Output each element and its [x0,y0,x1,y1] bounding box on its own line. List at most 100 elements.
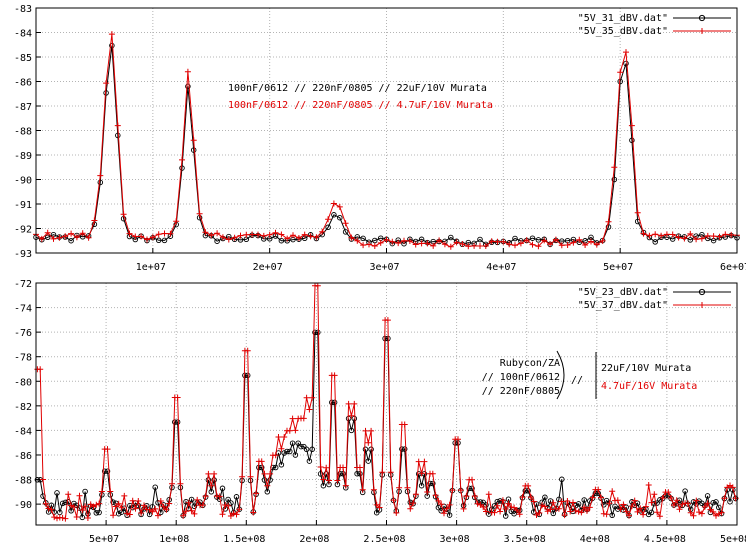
data-point [459,241,466,247]
y-tick-label: -78 [14,353,32,364]
y-tick-label: -87 [14,102,32,113]
data-point [512,235,518,242]
data-point [244,347,251,354]
data-point [541,237,548,244]
legend-label-series-1: "5V_31_dBV.dat" [578,13,668,24]
data-point [399,446,405,452]
data-point [410,500,417,507]
data-point [541,503,548,510]
data-point [527,494,534,501]
data-point [547,506,554,513]
data-point [216,493,223,500]
data-point [505,500,512,507]
data-point [404,484,411,491]
data-point [284,448,290,455]
data-point [693,497,700,504]
x-tick-label: 5e+07 [603,262,633,273]
data-point [287,448,293,455]
data-point [114,122,121,129]
data-point [167,230,174,237]
data-point [323,464,330,471]
data-point [646,232,653,239]
data-point [659,495,666,501]
data-point [441,241,448,248]
data-point [418,482,425,489]
data-point [93,510,100,516]
data-point [85,234,92,241]
y-tick-label: -88 [14,127,32,138]
data-point [97,172,104,179]
data-point [668,495,675,501]
data-point [629,137,635,144]
data-point [471,242,478,249]
data-point [149,508,156,515]
data-point [640,511,647,518]
data-point [290,232,296,239]
data-point [208,489,215,495]
data-point [336,203,343,210]
data-point [110,512,117,519]
data-point [73,234,80,241]
data-point [115,510,122,517]
data-point [264,489,271,495]
top-series-layer [33,31,740,250]
data-point [267,477,273,483]
data-point [446,501,453,508]
data-point [611,164,618,171]
data-point [112,503,119,510]
data-point [536,510,543,516]
data-point [110,499,116,505]
y-tick-label: -84 [14,29,32,40]
data-point [267,470,274,477]
x-tick-label: 3e+08 [440,534,470,545]
data-point [710,499,716,506]
data-point [76,492,83,499]
x-tick-label: 4.5e+08 [644,534,686,545]
data-point [225,236,232,243]
data-point [300,415,307,422]
data-point [120,211,127,218]
data-point [225,502,232,509]
annotation-rubycon: Rubycon/ZA [500,358,560,369]
data-point [453,239,460,246]
data-point [342,220,349,227]
data-point [202,229,209,236]
data-point [79,507,86,514]
y-tick-label: -72 [14,279,32,290]
data-point [469,485,475,492]
data-point [292,452,299,458]
data-point [97,179,104,186]
data-point [278,445,285,452]
data-point [582,242,589,248]
data-point [614,497,621,504]
data-point [281,434,288,440]
data-point [109,42,115,49]
data-point [488,238,495,245]
data-point [623,508,630,515]
data-point [561,512,568,519]
data-point [550,510,557,517]
data-point [337,470,343,477]
data-point [301,231,308,238]
data-point [272,464,279,471]
data-point [48,506,55,513]
data-point [211,470,218,477]
x-tick-label: 6e+07 [720,262,746,273]
data-point [360,235,366,242]
data-point [202,493,209,500]
data-point [144,236,150,243]
data-point [96,509,102,516]
data-point [319,228,326,235]
data-point [325,216,332,223]
data-point [626,512,632,519]
data-point [360,242,367,249]
data-point [222,502,229,508]
data-point [59,500,66,507]
annotation-220nf: // 220nF/0805 [482,386,560,397]
data-point [161,230,168,237]
data-point [517,240,524,247]
data-point [278,231,285,238]
data-point [104,468,111,474]
bottom-gridlines [36,282,738,525]
